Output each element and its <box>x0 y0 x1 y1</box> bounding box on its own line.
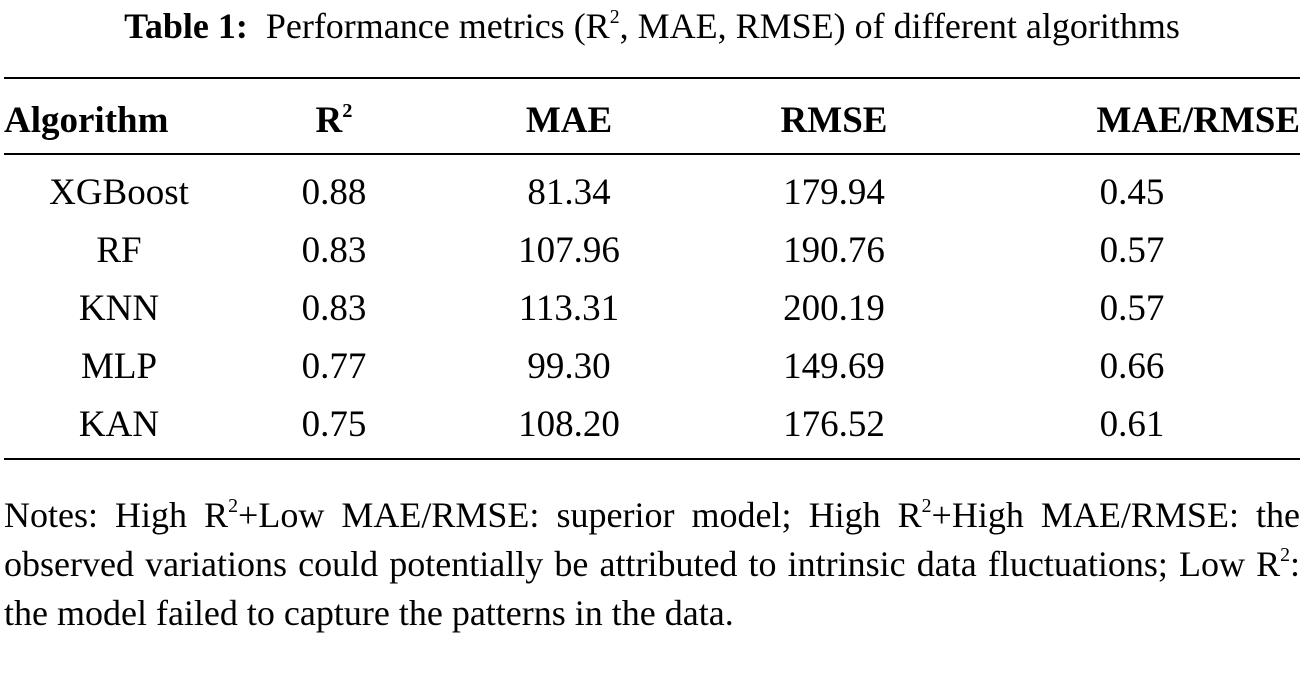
caption-text-end: , MAE, RMSE) of different algorithms <box>619 6 1180 46</box>
cell-algorithm: MLP <box>80 345 158 387</box>
cell-mae: 81.34 <box>527 171 611 213</box>
notes-text: Notes: High R <box>4 495 229 535</box>
table-header-rule <box>4 153 1300 155</box>
caption-superscript: 2 <box>609 6 620 29</box>
caption-text: Performance metrics (R <box>265 6 610 46</box>
table-row: RF 0.83 107.96 190.76 0.57 <box>4 221 1300 279</box>
cell-mae: 113.31 <box>518 287 620 329</box>
cell-rmse: 149.69 <box>783 345 885 387</box>
header-rmse: RMSE <box>780 99 888 141</box>
notes-superscript: 2 <box>228 495 239 518</box>
notes-superscript: 2 <box>1280 544 1290 567</box>
table-row: MLP 0.77 99.30 149.69 0.66 <box>4 337 1300 395</box>
cell-rmse: 176.52 <box>783 403 885 445</box>
caption-label: Table 1: <box>124 6 248 46</box>
cell-r2: 0.83 <box>301 229 367 271</box>
cell-rmse: 179.94 <box>783 171 885 213</box>
notes-text: +High MAE/RMSE: the observed variations … <box>4 495 1300 584</box>
table-top-rule <box>4 77 1300 79</box>
cell-r2: 0.77 <box>301 345 367 387</box>
table-bottom-rule <box>4 458 1300 460</box>
header-algorithm: Algorithm <box>4 99 169 141</box>
notes-text: +Low MAE/RMSE: superior model; High R <box>238 495 922 535</box>
table-header-row: Algorithm R2 MAE RMSE MAE/RMSE <box>4 86 1300 154</box>
cell-mae-rmse: 0.57 <box>1099 287 1165 329</box>
header-r2-superscript: 2 <box>342 99 353 122</box>
cell-algorithm: XGBoost <box>49 171 189 213</box>
table-row: KAN 0.75 108.20 176.52 0.61 <box>4 395 1300 453</box>
cell-r2: 0.88 <box>301 171 367 213</box>
cell-mae: 107.96 <box>518 229 620 271</box>
notes-superscript: 2 <box>921 495 932 518</box>
header-r2-base: R <box>315 99 343 141</box>
cell-rmse: 200.19 <box>783 287 885 329</box>
cell-mae-rmse: 0.57 <box>1099 229 1165 271</box>
table-caption: Table 1: Performance metrics (R2, MAE, R… <box>0 4 1304 48</box>
cell-mae-rmse: 0.61 <box>1099 403 1165 445</box>
performance-table: Algorithm R2 MAE RMSE MAE/RMSE XGBoost 0… <box>4 86 1300 453</box>
table-row: XGBoost 0.88 81.34 179.94 0.45 <box>4 154 1300 221</box>
table-row: KNN 0.83 113.31 200.19 0.57 <box>4 279 1300 337</box>
cell-r2: 0.75 <box>301 403 367 445</box>
header-r2: R2 <box>234 86 434 154</box>
cell-mae: 99.30 <box>527 345 611 387</box>
cell-mae-rmse: 0.45 <box>1099 171 1165 213</box>
notes-text: : the model failed to capture the patter… <box>4 544 1300 633</box>
table-notes: Notes: High R2+Low MAE/RMSE: superior mo… <box>4 491 1300 638</box>
cell-algorithm: KAN <box>78 403 160 445</box>
cell-algorithm: RF <box>96 229 142 271</box>
cell-rmse: 190.76 <box>783 229 885 271</box>
cell-algorithm: KNN <box>78 287 160 329</box>
cell-r2: 0.83 <box>301 287 367 329</box>
cell-mae-rmse: 0.66 <box>1099 345 1165 387</box>
header-mae: MAE <box>525 99 613 141</box>
cell-mae: 108.20 <box>518 403 620 445</box>
header-mae-rmse: MAE/RMSE <box>1096 99 1301 141</box>
